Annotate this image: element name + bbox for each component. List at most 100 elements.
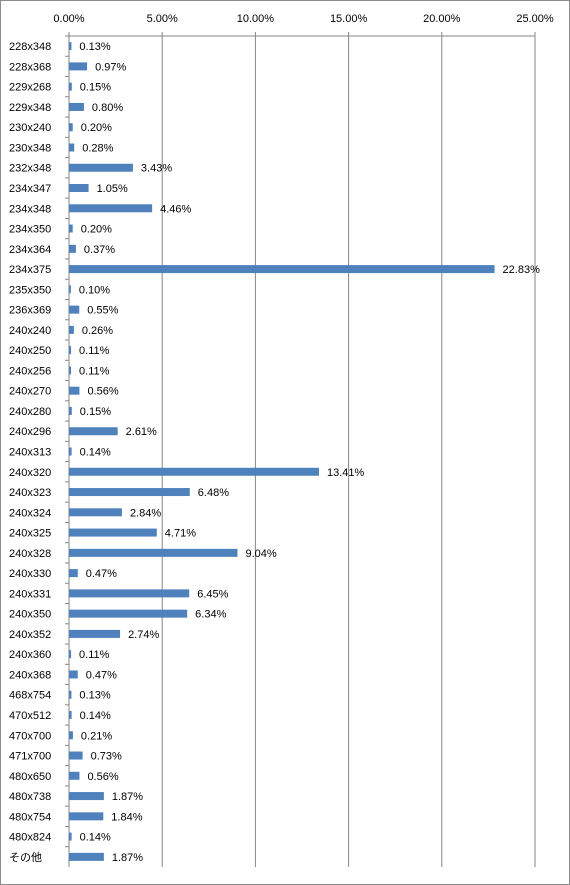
bar: [69, 548, 238, 557]
bar: [69, 771, 80, 780]
category-label: その他: [9, 851, 42, 864]
bar: [69, 852, 104, 861]
category-label: 240x330: [9, 568, 51, 580]
x-tick-label: 0.00%: [53, 13, 84, 25]
category-label: 229x348: [9, 102, 51, 114]
value-label: 0.13%: [79, 690, 110, 702]
category-label: 240x328: [9, 548, 51, 560]
value-label: 0.11%: [79, 649, 110, 661]
value-label: 0.97%: [95, 61, 126, 73]
value-label: 22.83%: [503, 264, 541, 276]
value-label: 0.37%: [84, 244, 115, 256]
x-tick-label: 5.00%: [147, 13, 178, 25]
value-label: 0.14%: [80, 710, 111, 722]
bar: [69, 609, 188, 618]
value-label: 0.55%: [87, 305, 118, 317]
value-label: 4.71%: [165, 528, 196, 540]
value-label: 1.87%: [112, 791, 143, 803]
value-label: 0.14%: [80, 447, 111, 459]
value-label: 0.56%: [87, 386, 118, 398]
bar: [69, 528, 157, 537]
category-label: 480x650: [9, 771, 51, 783]
category-label: 240x250: [9, 345, 51, 357]
value-label: 2.61%: [126, 426, 157, 438]
bar: [69, 569, 78, 578]
value-label: 9.04%: [246, 548, 277, 560]
bar: [69, 244, 76, 253]
category-label: 235x350: [9, 284, 51, 296]
bar: [69, 285, 71, 294]
category-label: 240x352: [9, 629, 51, 641]
value-label: 2.84%: [130, 507, 161, 519]
bar: [69, 710, 72, 719]
value-label: 0.20%: [81, 224, 112, 236]
bar: [69, 792, 104, 801]
category-label: 228x368: [9, 61, 51, 73]
bar: [69, 508, 122, 517]
bar: [69, 386, 80, 395]
value-label: 1.87%: [112, 852, 143, 864]
bar: [69, 224, 73, 233]
value-label: 6.48%: [198, 487, 229, 499]
category-label: 468x754: [9, 690, 51, 702]
bar: [69, 427, 118, 436]
bar: [69, 731, 73, 740]
category-label: 234x364: [9, 244, 51, 256]
category-label: 240x256: [9, 365, 51, 377]
category-label: 240x270: [9, 386, 51, 398]
category-label: 234x347: [9, 183, 51, 195]
bar: [69, 42, 72, 51]
value-label: 13.41%: [327, 467, 365, 479]
bar: [69, 690, 72, 699]
category-label: 470x700: [9, 730, 51, 742]
x-tick-label: 20.00%: [423, 13, 461, 25]
bar: [69, 670, 78, 679]
bar: [69, 832, 72, 841]
value-label: 0.15%: [80, 82, 111, 94]
bar: [69, 325, 74, 334]
category-label: 240x350: [9, 609, 51, 621]
bar: [69, 812, 104, 821]
x-tick-label: 15.00%: [330, 13, 368, 25]
bar: [69, 589, 190, 598]
value-label: 0.28%: [82, 142, 113, 154]
x-tick-label: 10.00%: [237, 13, 275, 25]
bar: [69, 650, 72, 659]
bar: [69, 305, 80, 314]
value-label: 0.80%: [92, 102, 123, 114]
value-label: 0.56%: [87, 771, 118, 783]
category-label: 240x360: [9, 649, 51, 661]
bar: [69, 751, 83, 760]
category-label: 240x368: [9, 669, 51, 681]
category-label: 240x280: [9, 406, 51, 418]
category-label: 480x738: [9, 791, 51, 803]
bar: [69, 467, 319, 476]
category-label: 240x320: [9, 467, 51, 479]
category-label: 230x240: [9, 122, 51, 134]
bar: [69, 82, 72, 91]
bar: [69, 102, 84, 111]
bar: [69, 406, 72, 415]
bar: [69, 346, 72, 355]
bar: [69, 265, 495, 274]
value-label: 0.20%: [81, 122, 112, 134]
bar: [69, 629, 121, 638]
category-label: 240x323: [9, 487, 51, 499]
value-label: 0.10%: [79, 284, 110, 296]
bar: [69, 143, 75, 152]
value-label: 3.43%: [141, 163, 172, 175]
value-label: 0.21%: [81, 730, 112, 742]
bar: [69, 204, 153, 213]
value-label: 0.26%: [82, 325, 113, 337]
value-label: 4.46%: [160, 203, 191, 215]
bar: [69, 123, 73, 132]
category-label: 229x268: [9, 82, 51, 94]
value-label: 6.45%: [197, 588, 228, 600]
value-label: 6.34%: [195, 609, 226, 621]
category-label: 470x512: [9, 710, 51, 722]
value-label: 0.47%: [86, 568, 117, 580]
category-label: 234x375: [9, 264, 51, 276]
category-label: 228x348: [9, 41, 51, 53]
value-label: 0.11%: [79, 365, 110, 377]
